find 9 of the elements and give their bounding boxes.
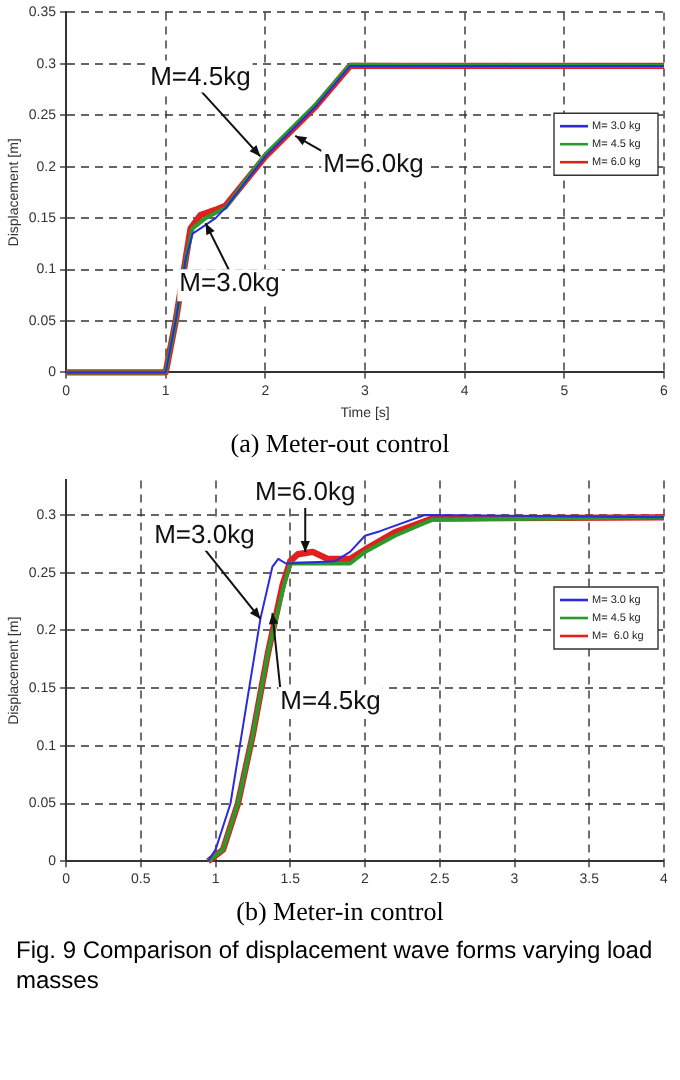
annotation: M=4.5kg [280,685,381,716]
annotation: M=6.0kg [254,476,356,507]
annotation: M=6.0kg [323,147,424,178]
annotation: M=4.5kg [150,60,251,91]
text: (b) Meter-in control [234,896,446,928]
annotation: M=3.0kg [154,519,255,550]
annotation: M=3.0kg [179,267,280,298]
text: (a) Meter-out control [228,428,452,460]
caption: Fig. 9 Comparison of displacement wave forms varying load masses [14,936,655,996]
